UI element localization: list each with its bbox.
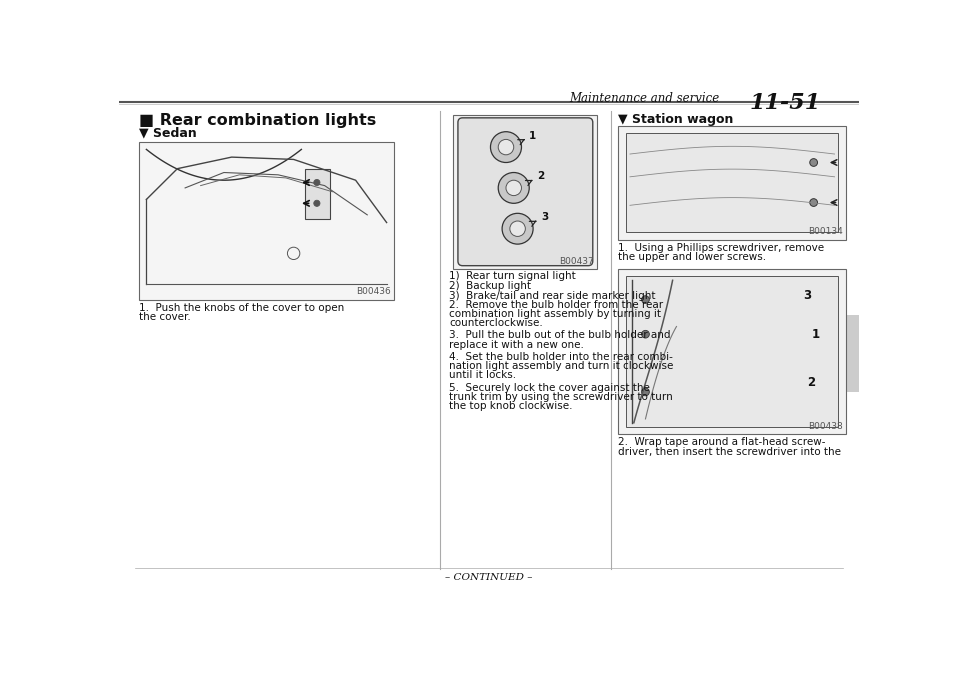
Text: 2: 2 [537,171,543,181]
FancyBboxPatch shape [457,118,592,266]
Text: the top knob clockwise.: the top knob clockwise. [449,401,573,411]
Text: 2.  Wrap tape around a flat-head screw-: 2. Wrap tape around a flat-head screw- [618,437,825,448]
Text: 3: 3 [540,212,548,222]
Text: B00438: B00438 [807,422,842,431]
Text: counterclockwise.: counterclockwise. [449,318,542,328]
Text: 2: 2 [806,376,815,389]
Text: 3)  Brake/tail and rear side marker light: 3) Brake/tail and rear side marker light [449,291,656,301]
Text: ■ Rear combination lights: ■ Rear combination lights [138,113,375,128]
Text: ▼ Sedan: ▼ Sedan [138,126,196,140]
Circle shape [490,131,521,162]
Text: driver, then insert the screwdriver into the: driver, then insert the screwdriver into… [618,447,841,456]
Text: 1.  Push the knobs of the cover to open: 1. Push the knobs of the cover to open [138,303,343,313]
Circle shape [505,180,521,195]
Text: 1)  Rear turn signal light: 1) Rear turn signal light [449,271,576,281]
Text: trunk trim by using the screwdriver to turn: trunk trim by using the screwdriver to t… [449,392,673,402]
Circle shape [314,200,319,206]
Text: Maintenance and service: Maintenance and service [569,92,720,105]
Text: 1: 1 [810,328,819,341]
Bar [618,269,845,434]
Text: B00436: B00436 [356,288,391,297]
Circle shape [809,158,817,166]
Text: 1: 1 [529,131,536,141]
Bar [625,133,838,232]
Text: the upper and lower screws.: the upper and lower screws. [618,252,765,262]
Text: replace it with a new one.: replace it with a new one. [449,340,583,350]
Bar [625,276,838,427]
Text: nation light assembly and turn it clockwise: nation light assembly and turn it clockw… [449,361,673,371]
Text: 5.  Securely lock the cover against the: 5. Securely lock the cover against the [449,383,650,393]
Circle shape [497,173,529,204]
Circle shape [497,140,513,155]
Text: the cover.: the cover. [138,312,191,322]
Circle shape [641,388,649,396]
Text: B00437: B00437 [559,257,594,266]
Circle shape [641,330,649,338]
Text: 2.  Remove the bulb holder from the rear: 2. Remove the bulb holder from the rear [449,299,663,309]
Bar [846,315,858,392]
Text: 2)  Backup light: 2) Backup light [449,281,531,291]
Text: B00134: B00134 [807,227,842,237]
Circle shape [809,199,817,206]
Text: – CONTINUED –: – CONTINUED – [445,573,532,582]
Bar [453,115,597,269]
Bar [618,125,845,239]
Text: combination light assembly by turning it: combination light assembly by turning it [449,309,660,319]
Text: 4.  Set the bulb holder into the rear combi-: 4. Set the bulb holder into the rear com… [449,352,673,362]
Bar [305,168,330,218]
Text: 1.  Using a Phillips screwdriver, remove: 1. Using a Phillips screwdriver, remove [618,243,823,253]
Text: ▼ Station wagon: ▼ Station wagon [618,113,733,126]
Text: until it locks.: until it locks. [449,371,516,380]
Circle shape [501,213,533,244]
Text: 3: 3 [802,289,811,302]
Circle shape [641,296,649,303]
Circle shape [509,221,525,237]
Bar [138,142,394,299]
Text: 11-51: 11-51 [749,92,820,114]
Circle shape [314,179,319,185]
Text: 3.  Pull the bulb out of the bulb holder and: 3. Pull the bulb out of the bulb holder … [449,330,670,340]
